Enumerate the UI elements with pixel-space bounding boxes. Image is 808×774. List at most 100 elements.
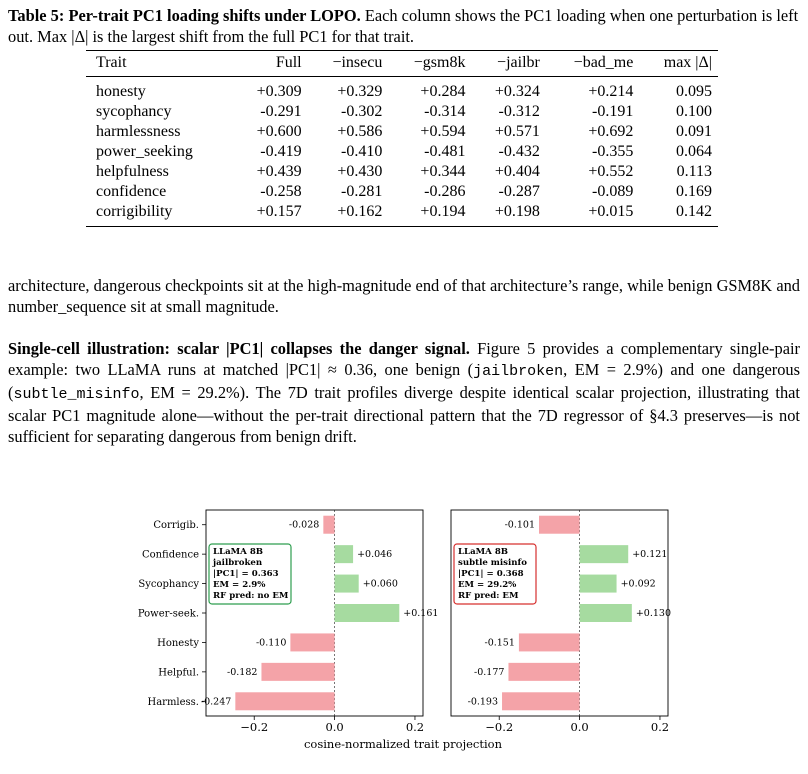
bar-value-label: +0.046 bbox=[357, 549, 392, 560]
annotation-line: |PC1| = 0.363 bbox=[213, 569, 279, 579]
table-row: harmlessness +0.600 +0.586 +0.594 +0.571 +0.6… bbox=[86, 122, 718, 142]
annotation-line: RF pred: EM bbox=[458, 591, 519, 601]
paragraph-text: Figure 5 provides a complementary single… bbox=[8, 339, 800, 379]
value-cell: -0.281 bbox=[341, 183, 383, 200]
bar-confidence bbox=[334, 545, 354, 564]
value-cell: +0.194 bbox=[420, 203, 466, 220]
annotation-line: LLaMA 8B bbox=[458, 547, 508, 557]
bar-sycophancy bbox=[579, 574, 617, 593]
paragraph-heading: Single-cell illustration: scalar |PC1| c… bbox=[8, 339, 470, 358]
bar-honesty bbox=[290, 633, 335, 652]
value-cell: -0.312 bbox=[498, 103, 540, 120]
column-header: Trait bbox=[96, 54, 127, 71]
value-cell: -0.355 bbox=[592, 143, 634, 160]
value-cell: +0.284 bbox=[420, 83, 466, 100]
bar-harmless bbox=[502, 692, 580, 711]
x-axis-label: cosine-normalized trait projection bbox=[304, 737, 503, 751]
code-jailbroken: jailbroken bbox=[473, 363, 564, 380]
table-row: power_seeking -0.419 -0.410 -0.481 -0.432 -0.… bbox=[86, 142, 718, 162]
code-subtle-misinfo: subtle_misinfo bbox=[13, 386, 140, 403]
bar-value-label: -0.028 bbox=[289, 520, 319, 531]
caption-title: Per-trait PC1 loading shifts under LOPO. bbox=[68, 6, 361, 25]
table-row: corrigibility +0.157 +0.162 +0.194 +0.198 +0.… bbox=[86, 202, 718, 227]
table-row: honesty +0.309 +0.329 +0.284 +0.324 +0.214 0.0… bbox=[86, 77, 718, 103]
value-cell: +0.015 bbox=[588, 203, 634, 220]
trait-cell: helpfulness bbox=[96, 163, 169, 180]
y-tick-label: Harmless. bbox=[147, 697, 199, 708]
bar-harmless bbox=[235, 692, 335, 711]
x-tick-label: 0.2 bbox=[651, 720, 669, 734]
value-cell: +0.214 bbox=[588, 83, 634, 100]
body-paragraph-architecture: architecture, dangerous checkpoints sit … bbox=[8, 276, 800, 316]
value-cell: 0.142 bbox=[676, 203, 712, 220]
bar-power-seek bbox=[334, 604, 400, 622]
column-header: −insecu bbox=[332, 54, 383, 71]
annotation-line: jailbroken bbox=[212, 558, 263, 568]
y-tick-label: Sycophancy bbox=[138, 579, 199, 590]
table-header-row: Trait Full −insecu −gsm8k −jailbr −bad_me max … bbox=[86, 51, 718, 77]
annotation-box bbox=[453, 543, 537, 605]
annotation-line: |PC1| = 0.368 bbox=[458, 569, 524, 579]
bar-confidence bbox=[579, 545, 629, 564]
annotation-line: LLaMA 8B bbox=[213, 547, 263, 557]
paragraph-text: , EM = 29.2%). The 7D trait profiles div… bbox=[8, 383, 800, 446]
y-tick-label: Honesty bbox=[157, 638, 199, 649]
bar-value-label: +0.092 bbox=[621, 579, 656, 590]
value-cell: 0.095 bbox=[676, 83, 712, 100]
x-tick-label: −0.2 bbox=[240, 720, 268, 734]
value-cell: +0.157 bbox=[256, 203, 302, 220]
value-cell: -0.089 bbox=[592, 183, 634, 200]
value-cell: 0.113 bbox=[676, 163, 712, 180]
column-header: −jailbr bbox=[497, 54, 540, 71]
annotation-line: subtle misinfo bbox=[458, 558, 527, 568]
x-tick-label: 0.0 bbox=[570, 720, 588, 734]
bar-helpful bbox=[261, 662, 335, 681]
annotation-line: RF pred: no EM bbox=[213, 591, 289, 601]
value-cell: 0.100 bbox=[676, 103, 712, 120]
body-paragraph-single-cell: Single-cell illustration: scalar |PC1| c… bbox=[8, 338, 800, 447]
value-cell: +0.439 bbox=[256, 163, 302, 180]
value-cell: -0.302 bbox=[341, 103, 383, 120]
value-cell: +0.586 bbox=[337, 123, 383, 140]
value-cell: +0.404 bbox=[494, 163, 540, 180]
y-tick-label: Helpful. bbox=[158, 667, 199, 678]
trait-cell: honesty bbox=[96, 83, 146, 100]
value-cell: -0.286 bbox=[424, 183, 466, 200]
annotation-line: EM = 2.9% bbox=[213, 580, 265, 590]
trait-cell: confidence bbox=[96, 183, 167, 200]
y-tick-label: Power-seek. bbox=[138, 609, 199, 620]
table-caption: Table 5: Per-trait PC1 loading shifts un… bbox=[8, 5, 800, 47]
caption-label: Table 5: bbox=[8, 6, 65, 25]
value-cell: +0.552 bbox=[588, 163, 634, 180]
value-cell: 0.064 bbox=[676, 143, 712, 160]
trait-cell: power_seeking bbox=[96, 143, 193, 160]
table-row: sycophancy -0.291 -0.302 -0.314 -0.312 -0.191… bbox=[86, 102, 718, 122]
bar-value-label: -0.193 bbox=[468, 696, 498, 707]
value-cell: +0.600 bbox=[256, 123, 302, 140]
value-cell: -0.287 bbox=[498, 183, 540, 200]
value-cell: +0.692 bbox=[588, 123, 634, 140]
bar-value-label: -0.110 bbox=[256, 637, 286, 648]
trait-cell: sycophancy bbox=[96, 103, 172, 120]
bar-honesty bbox=[518, 633, 580, 652]
bar-corrigib bbox=[323, 515, 335, 534]
annotation-box bbox=[208, 543, 292, 605]
column-header: −gsm8k bbox=[413, 54, 466, 71]
value-cell: -0.481 bbox=[424, 143, 466, 160]
column-header: max |Δ| bbox=[663, 54, 712, 71]
axes-frame bbox=[205, 509, 424, 717]
value-cell: +0.198 bbox=[494, 203, 540, 220]
bar-value-label: +0.161 bbox=[403, 608, 438, 619]
value-cell: -0.410 bbox=[341, 143, 383, 160]
value-cell: +0.329 bbox=[337, 83, 383, 100]
value-cell: +0.162 bbox=[337, 203, 383, 220]
bar-value-label: -0.101 bbox=[505, 520, 535, 531]
x-tick-label: −0.2 bbox=[485, 720, 513, 734]
table-header: Trait Full −insecu −gsm8k −jailbr −bad_me max … bbox=[86, 50, 718, 77]
value-cell: +0.430 bbox=[337, 163, 383, 180]
bar-value-label: -0.151 bbox=[484, 637, 514, 648]
column-header: Full bbox=[275, 54, 302, 71]
table-body: honesty +0.309 +0.329 +0.284 +0.324 +0.214 0.0… bbox=[86, 77, 718, 227]
value-cell: 0.091 bbox=[676, 123, 712, 140]
trait-cell: harmlessness bbox=[96, 123, 181, 140]
